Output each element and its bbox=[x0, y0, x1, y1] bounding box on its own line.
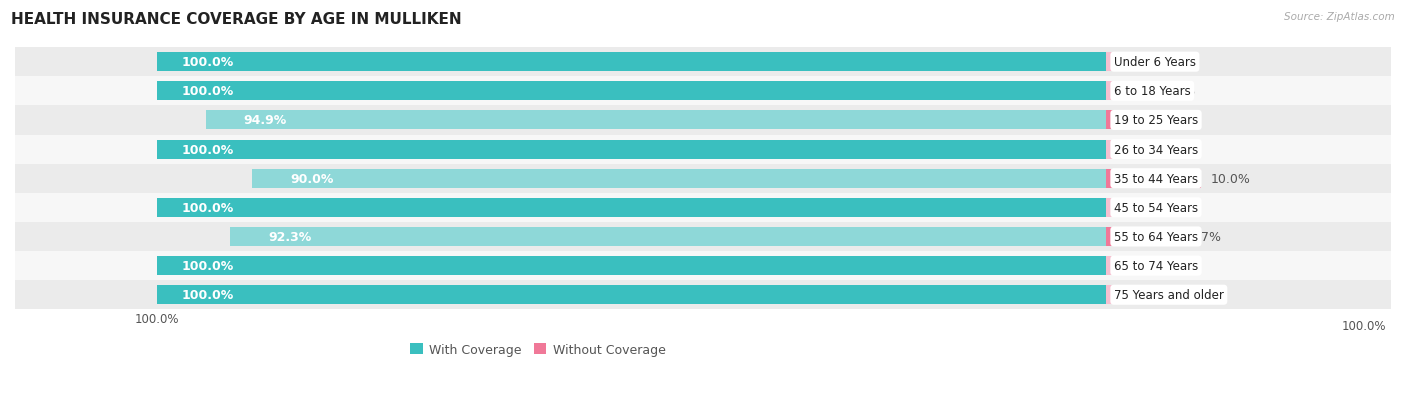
Text: 5.1%: 5.1% bbox=[1164, 114, 1197, 127]
Text: 100.0%: 100.0% bbox=[181, 289, 233, 301]
Bar bbox=[15, 280, 1391, 309]
Text: 65 to 74 Years: 65 to 74 Years bbox=[1114, 259, 1198, 273]
Text: 0.0%: 0.0% bbox=[1163, 259, 1195, 273]
Text: 0.0%: 0.0% bbox=[1163, 85, 1195, 98]
Bar bbox=[1107, 285, 1154, 304]
Bar bbox=[15, 106, 1391, 135]
Bar bbox=[157, 140, 1107, 159]
Bar bbox=[1107, 228, 1180, 246]
Text: 100.0%: 100.0% bbox=[181, 56, 233, 69]
Bar bbox=[157, 285, 1107, 304]
Bar bbox=[157, 198, 1107, 217]
Text: HEALTH INSURANCE COVERAGE BY AGE IN MULLIKEN: HEALTH INSURANCE COVERAGE BY AGE IN MULL… bbox=[11, 12, 463, 27]
Text: 100.0%: 100.0% bbox=[181, 85, 233, 98]
Bar bbox=[1107, 256, 1154, 275]
Bar bbox=[1107, 169, 1201, 188]
Text: 100.0%: 100.0% bbox=[1341, 320, 1386, 332]
Bar bbox=[15, 193, 1391, 222]
Text: 19 to 25 Years: 19 to 25 Years bbox=[1114, 114, 1198, 127]
Bar bbox=[205, 111, 1107, 130]
Bar bbox=[157, 256, 1107, 275]
Text: 100.0%: 100.0% bbox=[181, 202, 233, 214]
Bar bbox=[1107, 111, 1154, 130]
Text: 45 to 54 Years: 45 to 54 Years bbox=[1114, 202, 1198, 214]
Text: 100.0%: 100.0% bbox=[181, 143, 233, 156]
Text: 75 Years and older: 75 Years and older bbox=[1114, 289, 1223, 301]
Text: 100.0%: 100.0% bbox=[181, 259, 233, 273]
Text: Source: ZipAtlas.com: Source: ZipAtlas.com bbox=[1284, 12, 1395, 22]
Text: 35 to 44 Years: 35 to 44 Years bbox=[1114, 172, 1198, 185]
Bar bbox=[231, 228, 1107, 246]
Bar bbox=[252, 169, 1107, 188]
Text: 0.0%: 0.0% bbox=[1163, 56, 1195, 69]
Text: 0.0%: 0.0% bbox=[1163, 289, 1195, 301]
Text: 0.0%: 0.0% bbox=[1163, 143, 1195, 156]
Bar bbox=[15, 77, 1391, 106]
Text: 94.9%: 94.9% bbox=[243, 114, 287, 127]
Text: 92.3%: 92.3% bbox=[269, 230, 312, 243]
Text: 26 to 34 Years: 26 to 34 Years bbox=[1114, 143, 1198, 156]
Text: 7.7%: 7.7% bbox=[1189, 230, 1220, 243]
Bar bbox=[157, 82, 1107, 101]
Text: 6 to 18 Years: 6 to 18 Years bbox=[1114, 85, 1191, 98]
Bar bbox=[15, 48, 1391, 77]
Bar bbox=[15, 164, 1391, 193]
Text: 10.0%: 10.0% bbox=[1211, 172, 1250, 185]
Bar bbox=[15, 135, 1391, 164]
Text: 55 to 64 Years: 55 to 64 Years bbox=[1114, 230, 1198, 243]
Bar bbox=[1107, 53, 1154, 72]
Text: 0.0%: 0.0% bbox=[1163, 202, 1195, 214]
Bar bbox=[15, 222, 1391, 252]
Bar bbox=[1107, 198, 1154, 217]
Bar bbox=[1107, 82, 1154, 101]
Bar bbox=[157, 53, 1107, 72]
Text: Under 6 Years: Under 6 Years bbox=[1114, 56, 1197, 69]
Legend: With Coverage, Without Coverage: With Coverage, Without Coverage bbox=[405, 338, 671, 361]
Bar bbox=[15, 252, 1391, 280]
Text: 90.0%: 90.0% bbox=[290, 172, 333, 185]
Bar bbox=[1107, 140, 1154, 159]
